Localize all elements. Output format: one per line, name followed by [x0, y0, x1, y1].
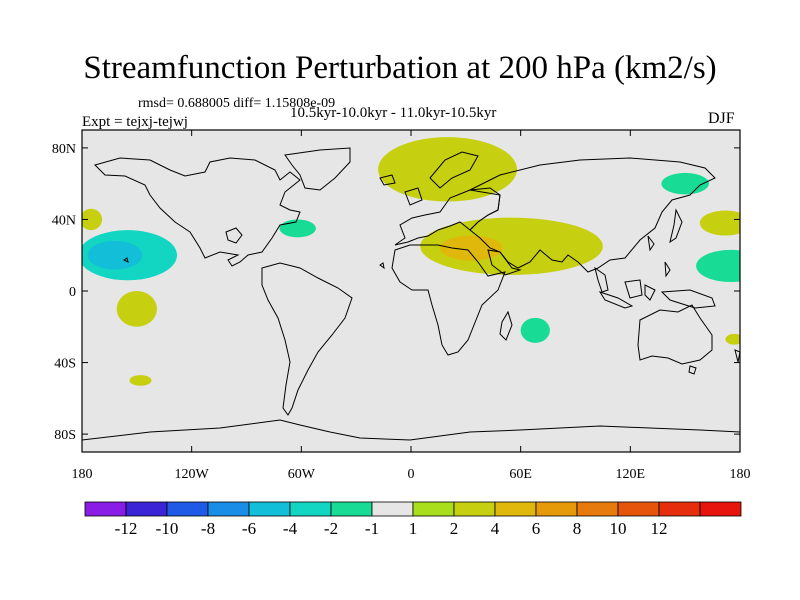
colorbar-label: -12 — [115, 519, 138, 538]
colorbar-swatch — [699, 501, 742, 517]
colorbar: -12 -10 -8 -6 -4 -2 -1 1 2 4 6 8 10 12 — [84, 501, 742, 538]
colorbar-label: -6 — [242, 519, 256, 538]
anomaly-region — [699, 210, 740, 236]
colorbar-label: -8 — [201, 519, 215, 538]
y-tick-label: 40N — [52, 213, 76, 228]
colorbar-label: -4 — [283, 519, 298, 538]
y-tick-label: 80S — [54, 428, 76, 443]
colorbar-swatch — [207, 501, 250, 517]
colorbar-swatch — [412, 501, 455, 517]
y-tick-label: 40S — [54, 357, 76, 372]
chart-title: Streamfunction Perturbation at 200 hPa (… — [83, 50, 717, 86]
colorbar-swatch — [289, 501, 332, 517]
anomaly-layer — [82, 137, 740, 386]
colorbar-swatch — [166, 501, 209, 517]
season-label: DJF — [708, 110, 735, 127]
axes: 180 120W 60W 0 60E 120E 180 80N 40N 0 40S 80S — [52, 130, 751, 482]
x-tick-label: 0 — [408, 467, 415, 482]
colorbar-label: 6 — [532, 519, 541, 538]
anomaly-region — [661, 172, 709, 195]
colorbar-label: 10 — [610, 519, 627, 538]
anomaly-region — [520, 317, 550, 343]
anomaly-region — [82, 208, 103, 231]
colorbar-swatch — [453, 501, 496, 517]
colorbar-swatch — [494, 501, 537, 517]
colorbar-swatch — [535, 501, 578, 517]
colorbar-swatch — [330, 501, 373, 517]
colorbar-label: 12 — [651, 519, 668, 538]
coastlines — [82, 147, 740, 441]
anomaly-region — [129, 375, 152, 386]
colorbar-swatch — [371, 501, 414, 517]
x-tick-label: 120W — [175, 467, 210, 482]
colorbar-swatch — [125, 501, 168, 517]
colorbar-swatch — [576, 501, 619, 517]
period-label: 10.5kyr-10.0kyr - 11.0kyr-10.5kyr — [290, 105, 497, 121]
colorbar-label: -1 — [365, 519, 379, 538]
x-tick-label: 60W — [288, 467, 316, 482]
colorbar-swatch — [658, 501, 701, 517]
stats-text: rmsd= 0.688005 diff= 1.15808e-09 — [138, 96, 336, 111]
colorbar-swatch — [84, 501, 127, 517]
x-tick-label: 60E — [509, 467, 532, 482]
colorbar-swatch — [617, 501, 660, 517]
x-tick-label: 120E — [616, 467, 646, 482]
anomaly-region — [725, 333, 740, 345]
colorbar-label: -10 — [156, 519, 179, 538]
colorbar-label: -2 — [324, 519, 338, 538]
y-tick-label: 0 — [69, 285, 76, 300]
colorbar-swatch — [248, 501, 291, 517]
colorbar-label: 2 — [450, 519, 459, 538]
colorbar-label: 4 — [491, 519, 500, 538]
anomaly-region — [116, 291, 157, 327]
anomaly-region — [696, 249, 740, 283]
anomaly-region — [87, 240, 143, 270]
anomaly-region — [440, 235, 503, 261]
anomaly-region — [378, 137, 518, 202]
colorbar-label: 1 — [409, 519, 418, 538]
experiment-label: Expt = tejxj-tejwj — [82, 114, 188, 130]
x-tick-label: 180 — [72, 467, 93, 482]
anomaly-region — [279, 219, 316, 238]
x-tick-label: 180 — [730, 467, 751, 482]
colorbar-label: 8 — [573, 519, 582, 538]
y-tick-label: 80N — [52, 142, 76, 157]
